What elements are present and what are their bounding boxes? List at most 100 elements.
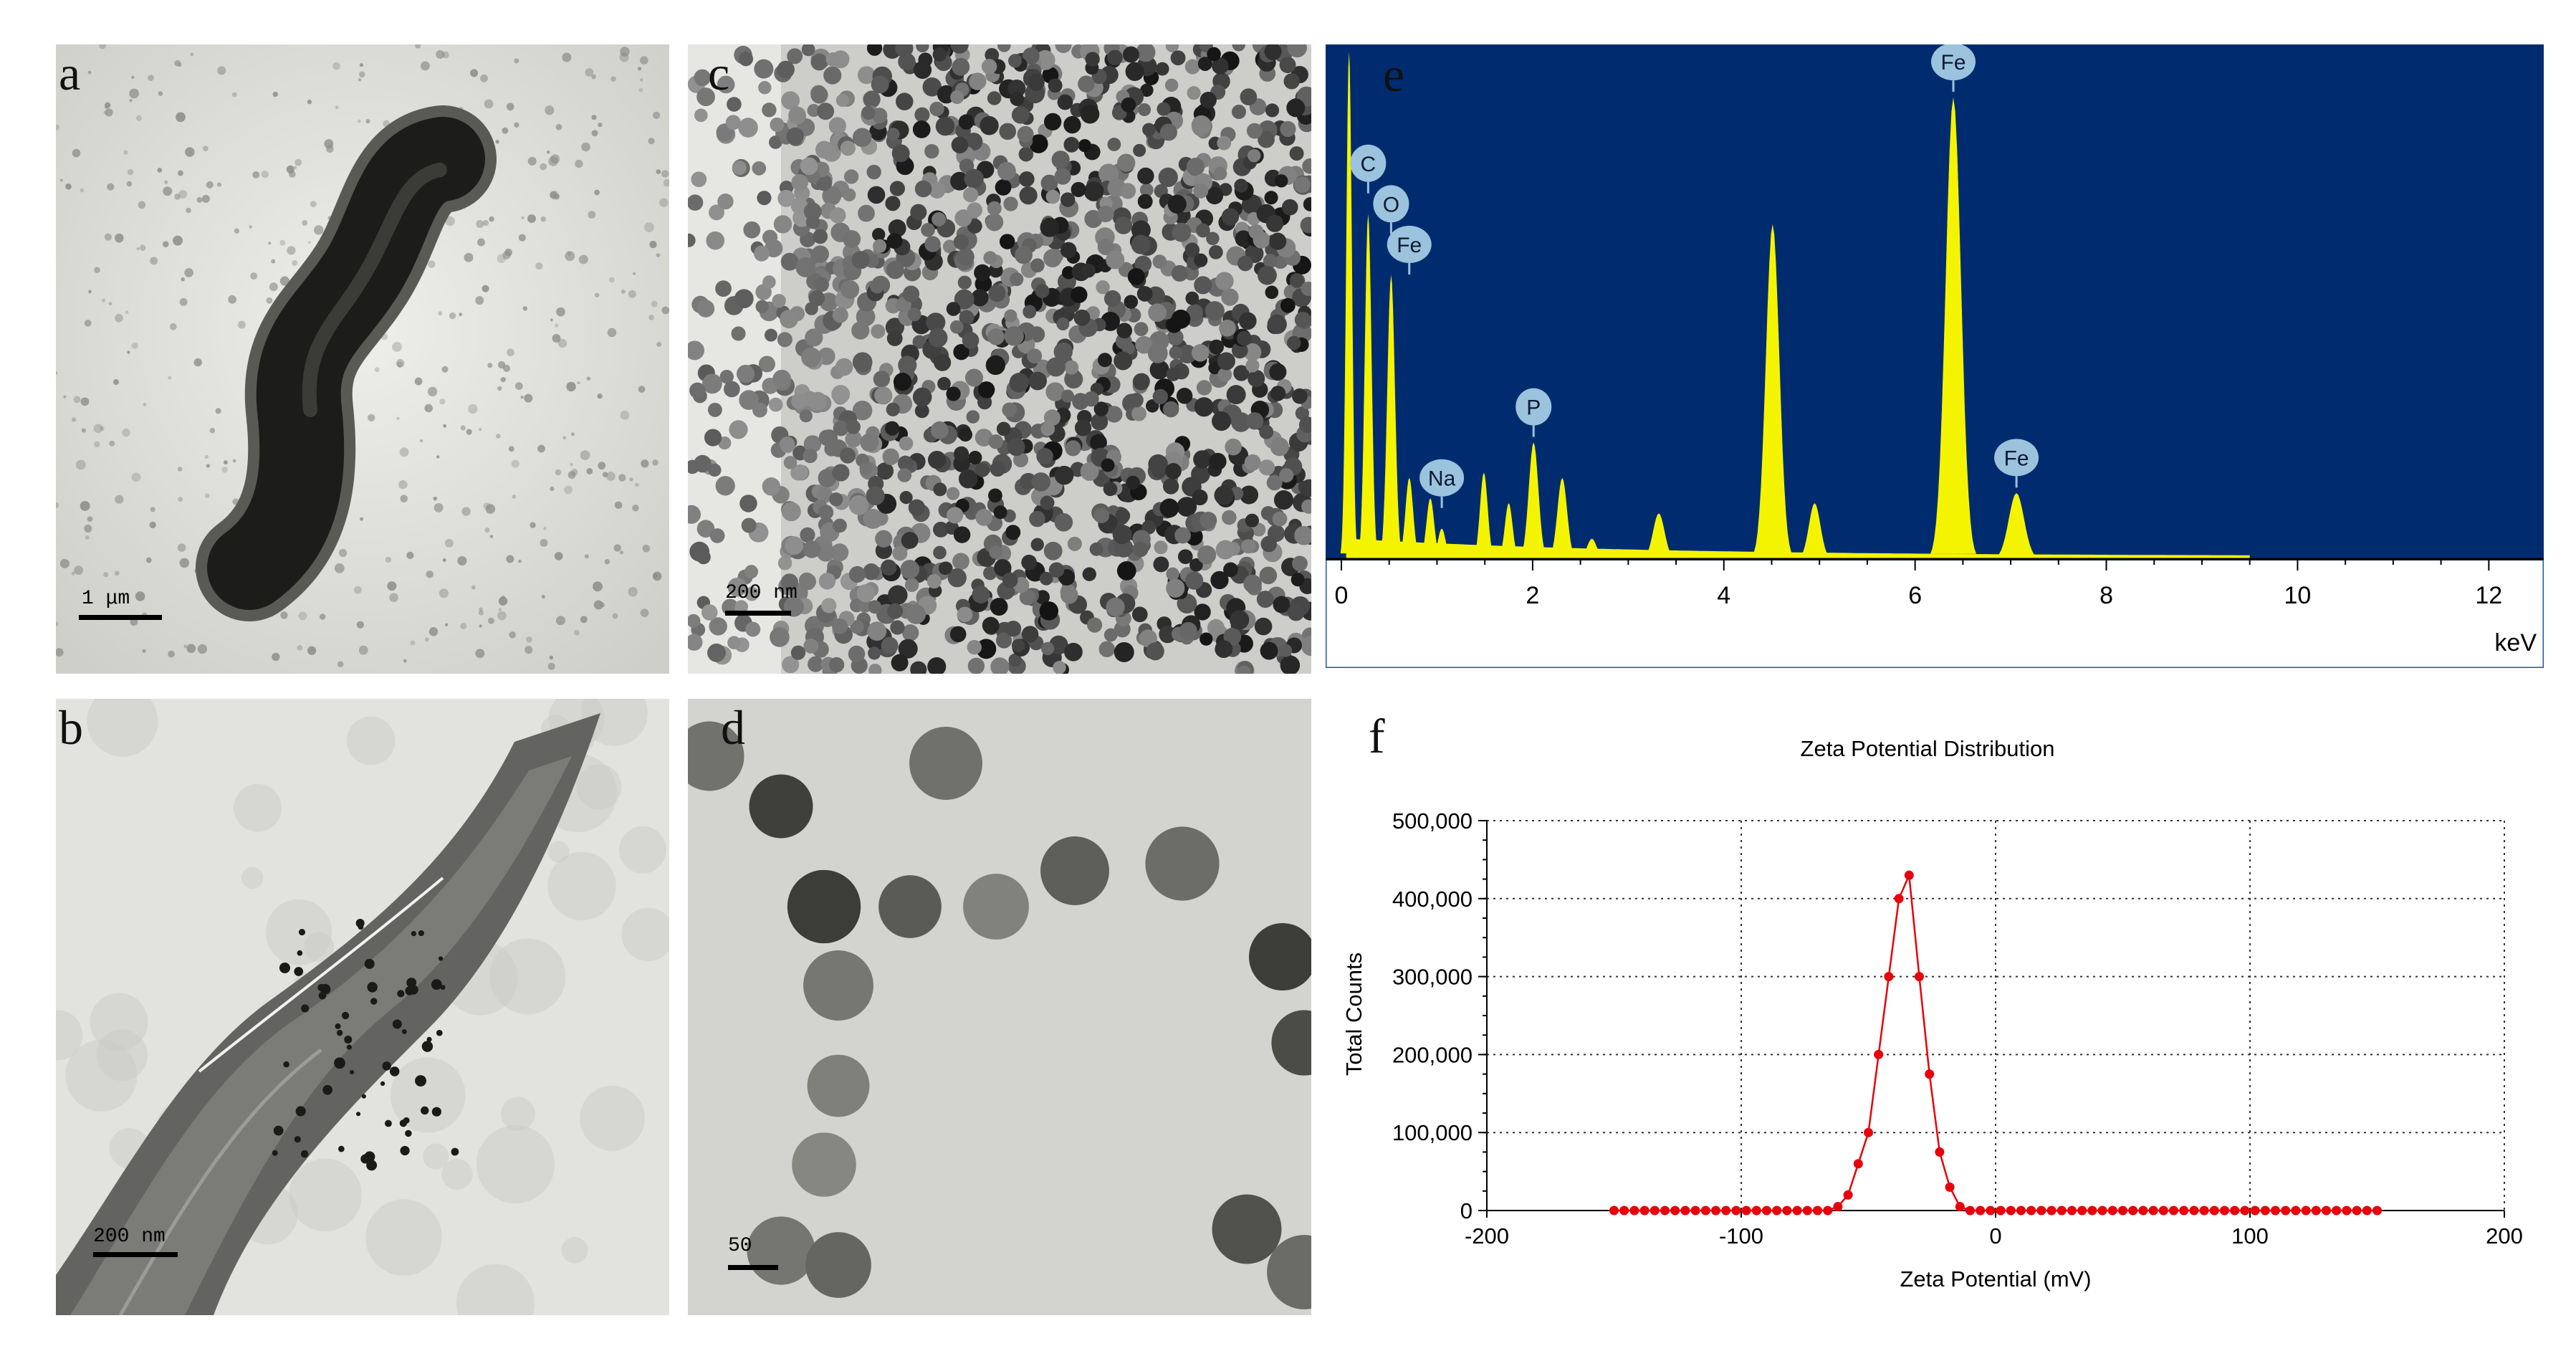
particle-dot <box>415 44 421 49</box>
nanoparticle <box>1166 567 1179 581</box>
nanoparticle <box>1186 304 1204 322</box>
particle-dot <box>605 471 616 481</box>
nanoparticle <box>946 487 960 500</box>
particle-dot <box>344 1035 353 1044</box>
nanoparticle <box>1098 163 1119 184</box>
nanoparticle <box>843 230 861 249</box>
data-point <box>2107 1206 2117 1216</box>
nanoparticle <box>929 181 946 199</box>
nanoparticle <box>1298 416 1311 433</box>
nanoparticle <box>840 140 856 156</box>
nanoparticle <box>1048 562 1065 578</box>
nanoparticle <box>1116 323 1133 339</box>
particle-dot <box>580 616 588 624</box>
particle-dot <box>656 253 661 257</box>
texture-blob <box>441 1159 473 1190</box>
nanoparticle <box>758 81 772 95</box>
particle-dot <box>63 395 67 398</box>
nanoparticle <box>1023 305 1037 319</box>
nanoparticle <box>1217 367 1232 382</box>
nanoparticle <box>803 435 822 453</box>
particle-dot <box>127 350 130 354</box>
nanoparticle <box>777 60 795 79</box>
nanoparticle <box>1071 181 1086 197</box>
particle-dot <box>555 616 565 626</box>
nanoparticle <box>803 950 873 1021</box>
eds-plot-area <box>1326 44 2544 560</box>
data-point <box>1904 870 1914 880</box>
nanoparticle <box>791 173 808 191</box>
nanoparticle <box>910 661 927 674</box>
nanoparticle <box>709 204 724 221</box>
particle-dot <box>157 168 163 173</box>
particle-dot <box>221 466 228 473</box>
particle-dot <box>479 624 482 628</box>
particle-dot <box>612 613 618 619</box>
nanoparticle <box>1101 458 1115 472</box>
nanoparticle <box>1264 191 1278 205</box>
nanoparticle <box>1136 286 1153 302</box>
particle-dot <box>663 179 669 187</box>
nanoparticle <box>779 436 795 452</box>
particle-dot <box>183 644 188 649</box>
nanoparticle <box>786 127 804 145</box>
particle-dot <box>104 233 112 241</box>
nanoparticle <box>719 369 734 384</box>
particle-dot <box>414 377 423 386</box>
nanoparticle <box>1265 103 1280 118</box>
nanoparticle <box>1254 617 1273 636</box>
nanoparticle <box>964 368 983 387</box>
particle-dot <box>593 600 603 610</box>
nanoparticle <box>1029 134 1048 153</box>
nanoparticle <box>1248 922 1311 991</box>
nanoparticle <box>927 573 942 589</box>
x-tick-label: 6 <box>1908 582 1922 609</box>
particle-dot <box>366 1160 378 1171</box>
data-point <box>1813 1206 1822 1216</box>
nanoparticle <box>736 364 755 383</box>
nanoparticle <box>1017 125 1034 143</box>
spectrum-peak <box>1472 472 1495 558</box>
panel-a-scale-text: 1 μm <box>82 588 130 610</box>
nanoparticle <box>1270 437 1289 457</box>
nanoparticle <box>1237 255 1253 272</box>
particle-dot <box>80 397 90 406</box>
nanoparticle <box>1221 208 1240 226</box>
nanoparticle <box>914 404 929 419</box>
nanoparticle <box>768 397 783 412</box>
nanoparticle <box>1291 573 1305 587</box>
panel-c-label: c <box>708 46 730 100</box>
nanoparticle <box>1264 44 1282 61</box>
nanoparticle <box>933 545 947 560</box>
particle-dot <box>520 396 524 399</box>
nanoparticle-closeup-micrograph <box>688 699 1311 1315</box>
nanoparticle <box>709 617 727 636</box>
nanoparticle <box>1193 183 1209 199</box>
data-point <box>1935 1147 1945 1157</box>
nanoparticle <box>889 181 905 196</box>
particle-dot <box>269 282 278 292</box>
nanoparticle <box>975 462 990 477</box>
data-point <box>2260 1206 2270 1216</box>
particle-dot <box>216 182 221 187</box>
panel-b-scale-text: 200 nm <box>93 1226 166 1248</box>
data-point <box>1853 1159 1863 1169</box>
nanoparticle <box>1036 447 1053 465</box>
particle-dot <box>641 459 649 468</box>
spectrum-peak <box>1519 442 1548 558</box>
nanoparticle <box>977 381 995 398</box>
particle-dot <box>565 251 575 262</box>
nanoparticle <box>863 563 880 581</box>
particle-dot <box>594 189 600 196</box>
particle-dot <box>197 644 208 654</box>
nanoparticle <box>1008 653 1022 667</box>
data-point <box>1864 1127 1873 1137</box>
particle-dot <box>398 479 408 490</box>
nanoparticle <box>1018 171 1035 187</box>
nanoparticle <box>1240 539 1255 554</box>
nanoparticle <box>1043 249 1062 268</box>
nanoparticle <box>688 233 696 247</box>
nanoparticle <box>1002 572 1018 588</box>
nanoparticle <box>688 614 701 628</box>
data-point <box>2097 1206 2107 1216</box>
